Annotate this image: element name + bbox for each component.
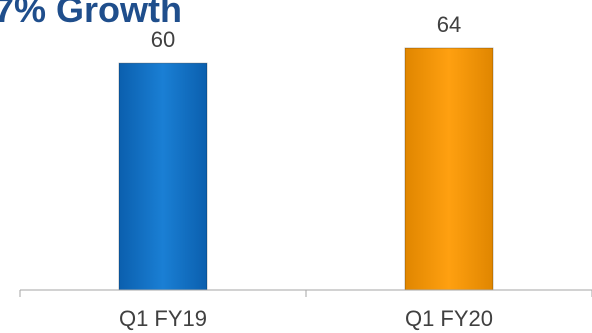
category-label: Q1 FY19 [119, 306, 207, 331]
data-label: 64 [437, 12, 461, 37]
category-label: Q1 FY20 [405, 306, 493, 331]
bar-q1-fy20 [404, 47, 494, 291]
data-label: 60 [151, 27, 175, 52]
chart-title: 7% Growth [0, 0, 183, 30]
bar-q1-fy19 [118, 62, 208, 291]
